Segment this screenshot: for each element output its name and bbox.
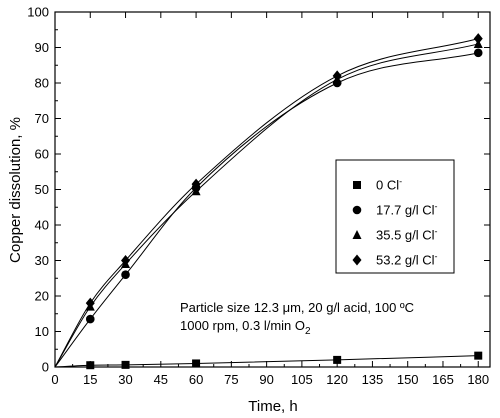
legend-label-text: 35.5 g/l Cl (376, 228, 435, 243)
x-tick-label: 90 (259, 372, 273, 387)
legend-marker-diamond (352, 254, 362, 266)
legend-label-text: 0 Cl (376, 178, 399, 193)
legend: 0 Cl-17.7 g/l Cl-35.5 g/l Cl-53.2 g/l Cl… (335, 159, 455, 274)
data-point-square (86, 361, 95, 370)
legend-label-text: 53.2 g/l Cl (376, 253, 435, 268)
legend-label: 17.7 g/l Cl- (376, 202, 438, 218)
x-tick-label: 165 (432, 372, 454, 387)
data-point-diamond (191, 178, 201, 190)
y-axis-label: Copper dissolution, % (7, 117, 24, 263)
y-tick-label: 50 (35, 182, 49, 197)
x-tick-label: 150 (397, 372, 419, 387)
data-points (85, 33, 483, 370)
x-tick-label: 120 (326, 372, 348, 387)
annotation-line-2-text: 1000 rpm, 0.3 l/min O (180, 318, 305, 333)
legend-label: 0 Cl- (376, 177, 402, 193)
y-tick-label: 80 (35, 76, 49, 91)
x-tick-label: 0 (51, 372, 58, 387)
legend-marker-square (353, 181, 361, 189)
legend-label-text: 17.7 g/l Cl (376, 203, 435, 218)
annotation-line-2-subscript: 2 (305, 326, 311, 337)
data-point-diamond (85, 297, 95, 309)
data-point-triangle (191, 186, 201, 196)
y-tick-label: 90 (35, 40, 49, 55)
y-tick-label: 70 (35, 111, 49, 126)
x-tick-label: 135 (362, 372, 384, 387)
legend-label: 53.2 g/l Cl- (376, 252, 438, 268)
x-tick-label: 60 (189, 372, 203, 387)
data-point-diamond (473, 33, 483, 45)
legend-label-superscript: - (435, 227, 438, 237)
x-tick-label: 180 (467, 372, 489, 387)
annotation: Particle size 12.3 μm, 20 g/l acid, 100 … (180, 300, 414, 337)
y-tick-label: 60 (35, 147, 49, 162)
x-tick-label: 15 (83, 372, 97, 387)
data-point-square (474, 351, 483, 360)
x-axis-label: Time, h (248, 398, 297, 415)
data-point-circle (85, 314, 95, 324)
legend-marker-triangle (352, 230, 362, 239)
x-tick-label: 105 (291, 372, 313, 387)
legend-marker-circle (352, 205, 362, 215)
x-tick-label: 45 (154, 372, 168, 387)
y-tick-label: 20 (35, 289, 49, 304)
legend-label-superscript: - (435, 252, 438, 262)
data-point-circle (473, 48, 483, 58)
annotation-line-2: 1000 rpm, 0.3 l/min O2 (180, 318, 311, 337)
legend-label: 35.5 g/l Cl- (376, 227, 438, 243)
x-tick-label: 75 (224, 372, 238, 387)
y-tick-label: 100 (27, 5, 49, 20)
data-point-diamond (332, 70, 342, 82)
legend-label-superscript: - (399, 177, 402, 187)
data-point-square (121, 360, 130, 369)
data-point-square (333, 355, 342, 364)
x-tick-label: 30 (118, 372, 132, 387)
annotation-line-1: Particle size 12.3 μm, 20 g/l acid, 100 … (180, 300, 414, 315)
y-axis-ticks: 0 10 20 30 40 50 60 70 80 90 100 (27, 5, 490, 375)
data-point-diamond (121, 255, 131, 266)
data-point-square (192, 359, 201, 368)
legend-box (335, 159, 455, 274)
data-point-circle (121, 270, 130, 280)
legend-label-superscript: - (435, 202, 438, 212)
y-tick-label: 40 (35, 218, 49, 233)
y-tick-label: 30 (35, 253, 49, 268)
y-tick-label: 0 (42, 360, 49, 375)
y-tick-label: 10 (35, 324, 49, 339)
